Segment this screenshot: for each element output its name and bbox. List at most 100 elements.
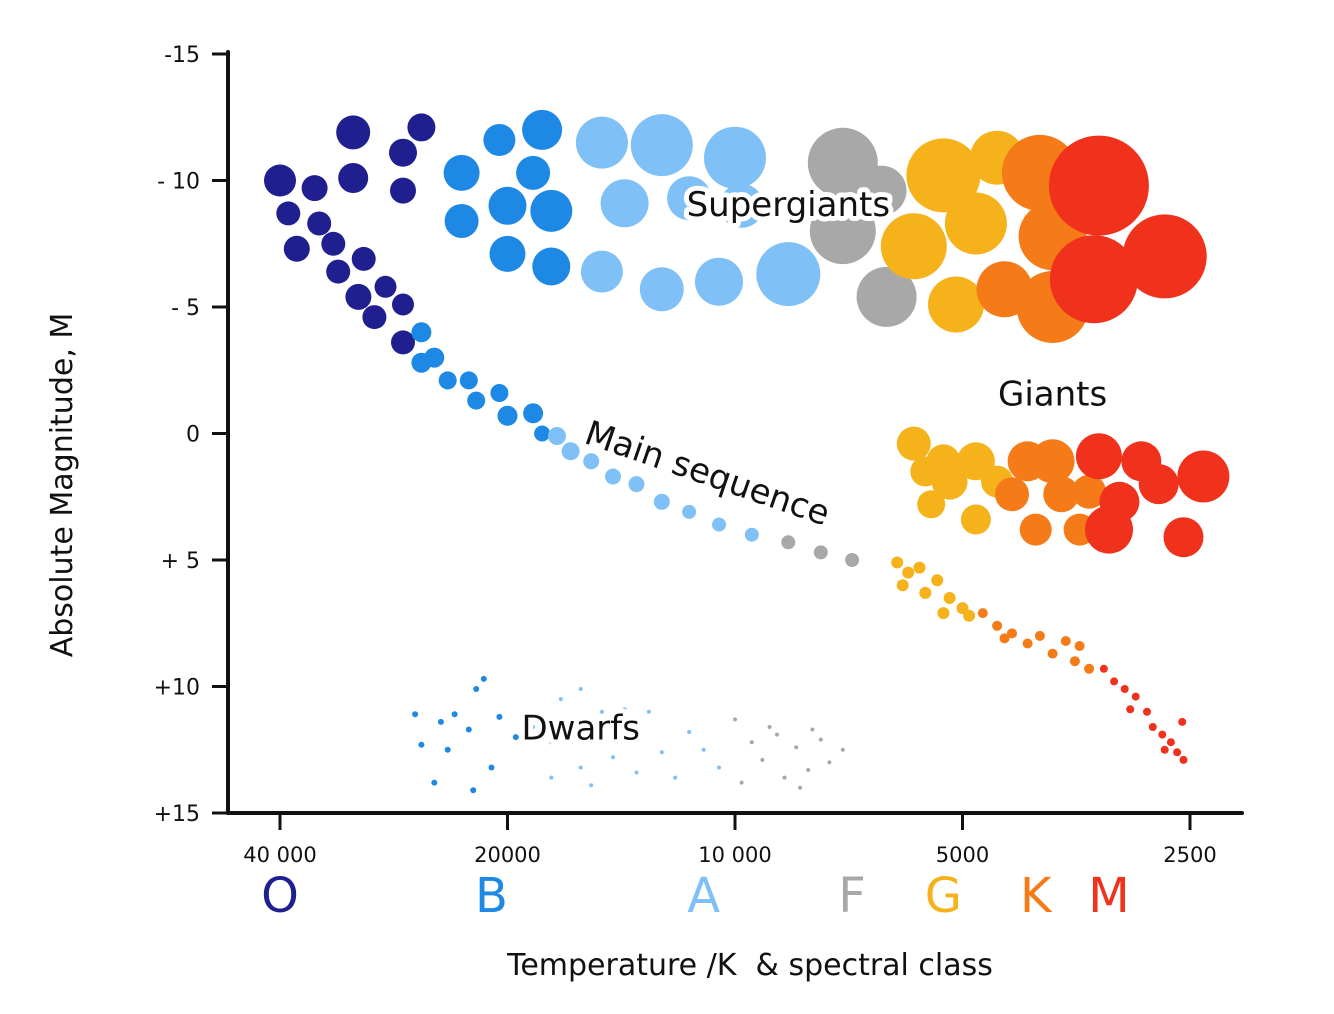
star-point bbox=[845, 553, 860, 567]
star-point bbox=[891, 556, 904, 569]
star-point bbox=[1060, 636, 1071, 646]
star-point bbox=[630, 114, 693, 177]
star-point bbox=[798, 785, 803, 790]
star-point bbox=[1072, 474, 1107, 509]
star-point bbox=[548, 427, 566, 445]
star-point bbox=[992, 620, 1003, 631]
star-point bbox=[467, 391, 486, 410]
star-point bbox=[611, 755, 615, 760]
star-point bbox=[960, 504, 991, 535]
x-axis-title: Temperature /K & spectral class bbox=[506, 948, 993, 983]
star-point bbox=[575, 116, 628, 169]
spectral-class-g: G bbox=[925, 868, 962, 924]
star-point bbox=[465, 726, 472, 733]
star-point bbox=[283, 235, 310, 262]
star-point bbox=[1069, 656, 1080, 667]
star-point bbox=[1043, 476, 1080, 513]
star-point bbox=[1143, 707, 1151, 716]
star-point bbox=[931, 463, 968, 500]
star-point bbox=[512, 734, 519, 741]
y-tick-label: +15 bbox=[154, 802, 200, 827]
star-point bbox=[1173, 748, 1182, 757]
star-point bbox=[407, 113, 436, 142]
star-point bbox=[489, 235, 526, 272]
series-giants bbox=[896, 426, 1230, 558]
x-tick-label: 2500 bbox=[1163, 843, 1216, 867]
star-point bbox=[1074, 641, 1085, 651]
star-point bbox=[411, 352, 432, 373]
star-point bbox=[488, 186, 527, 225]
star-point bbox=[937, 607, 950, 620]
star-point bbox=[490, 384, 509, 402]
star-point bbox=[307, 211, 332, 236]
star-point bbox=[534, 425, 551, 442]
series-main-sequence bbox=[264, 164, 1188, 764]
spectral-class-m: M bbox=[1088, 868, 1129, 924]
star-point bbox=[392, 293, 414, 316]
star-point bbox=[1047, 648, 1058, 659]
star-point bbox=[1110, 677, 1119, 686]
star-point bbox=[646, 709, 651, 714]
star-point bbox=[919, 586, 932, 599]
star-point bbox=[578, 765, 583, 770]
star-point bbox=[345, 283, 372, 310]
star-point bbox=[781, 535, 796, 550]
star-point bbox=[1099, 481, 1140, 522]
star-point bbox=[522, 109, 563, 150]
y-tick-label: 0 bbox=[186, 423, 200, 448]
star-point bbox=[995, 477, 1029, 512]
star-point bbox=[944, 192, 1007, 255]
star-point bbox=[913, 561, 926, 574]
star-point bbox=[516, 155, 551, 190]
star-point bbox=[622, 707, 627, 712]
star-point bbox=[673, 775, 678, 780]
star-point bbox=[412, 711, 419, 718]
star-point bbox=[336, 115, 371, 150]
y-tick-label: - 5 bbox=[171, 296, 200, 321]
star-point bbox=[749, 740, 754, 745]
star-point bbox=[488, 764, 495, 771]
stars-layer bbox=[264, 109, 1230, 794]
star-point bbox=[480, 675, 487, 682]
star-point bbox=[704, 126, 766, 189]
star-point bbox=[806, 768, 811, 772]
star-point bbox=[1030, 439, 1075, 484]
star-point bbox=[1178, 717, 1187, 726]
y-ticks: -15 - 10 - 5 0 + 5 +10 +15 bbox=[154, 43, 228, 827]
x-ticks: 40 000 20000 10 000 5000 2500 bbox=[243, 813, 1217, 867]
star-point bbox=[1022, 638, 1033, 649]
star-point bbox=[1049, 235, 1138, 324]
star-point bbox=[1084, 663, 1095, 674]
star-point bbox=[264, 164, 296, 197]
star-point bbox=[1048, 135, 1149, 236]
y-tick-label: + 5 bbox=[161, 549, 200, 574]
star-point bbox=[390, 177, 416, 204]
star-point bbox=[600, 179, 649, 228]
star-point bbox=[301, 175, 328, 202]
star-point bbox=[523, 403, 544, 424]
star-point bbox=[374, 275, 397, 298]
star-point bbox=[437, 718, 444, 725]
star-point bbox=[583, 453, 600, 470]
star-point bbox=[558, 697, 563, 702]
star-point bbox=[549, 740, 554, 745]
star-point bbox=[444, 204, 479, 238]
star-point bbox=[809, 198, 876, 265]
star-point bbox=[756, 242, 821, 307]
star-point bbox=[451, 711, 458, 718]
star-point bbox=[712, 517, 726, 532]
star-point bbox=[963, 609, 976, 622]
star-point bbox=[810, 727, 815, 732]
star-point bbox=[391, 330, 415, 355]
star-point bbox=[667, 176, 712, 221]
star-point bbox=[418, 741, 425, 748]
star-point bbox=[1131, 692, 1140, 701]
star-point bbox=[902, 566, 915, 579]
star-point bbox=[733, 717, 737, 722]
star-point bbox=[483, 124, 516, 156]
spectral-class-o: O bbox=[261, 868, 299, 924]
star-point bbox=[931, 574, 944, 587]
star-point bbox=[438, 371, 457, 390]
region-label-giants: Giants bbox=[998, 375, 1107, 415]
star-point bbox=[928, 276, 984, 333]
